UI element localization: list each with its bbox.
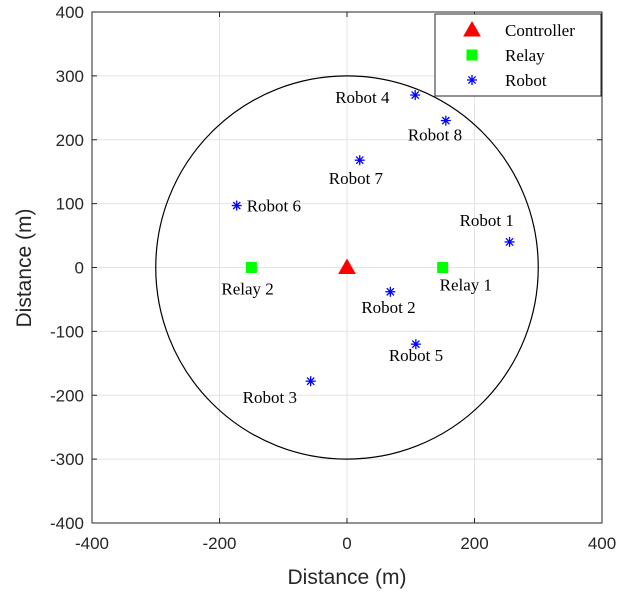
- robot-marker: [385, 286, 396, 297]
- robot-marker-stroke: [386, 287, 395, 296]
- legend-relay-marker: [466, 49, 478, 61]
- point-label: Relay 1: [440, 276, 492, 295]
- y-tick-label: -200: [50, 386, 84, 405]
- x-tick-label: -400: [75, 534, 109, 553]
- relay-marker: [245, 262, 257, 273]
- relay-marker: [437, 262, 449, 273]
- coverage-circle: [155, 75, 539, 460]
- robot-marker-stroke: [411, 340, 420, 349]
- legend-entry-label: Robot: [505, 71, 547, 90]
- robot-marker: [504, 236, 515, 247]
- point-label: Robot 8: [408, 126, 462, 145]
- robot-marker: [354, 155, 365, 166]
- legend-entry-label: Controller: [505, 21, 575, 40]
- point-label: Robot 1: [460, 211, 514, 230]
- robot-marker-stroke: [306, 377, 315, 386]
- robot-marker-stroke: [232, 201, 241, 210]
- robot-marker: [305, 376, 316, 387]
- y-tick-label: 0: [75, 259, 84, 278]
- point-labels: Relay 1 Relay 2 Robot 1 Robot 2 Robot 3 Robot…: [221, 88, 514, 407]
- legend-box: [434, 13, 602, 97]
- point-label: Robot 6: [247, 197, 301, 216]
- y-tick-label: 100: [56, 195, 84, 214]
- x-tick-label: -200: [202, 534, 236, 553]
- x-tick-label: 400: [588, 534, 616, 553]
- x-tick-label: 200: [460, 534, 488, 553]
- robot-marker: [410, 339, 421, 350]
- y-tick-label: -400: [50, 514, 84, 533]
- robot-marker: [410, 90, 421, 101]
- coverage-circle-layer: [155, 75, 539, 460]
- point-label: Robot 7: [329, 169, 384, 188]
- x-tick-label: 0: [342, 534, 351, 553]
- y-tick-label: -300: [50, 450, 84, 469]
- robot-marker-stroke: [505, 237, 514, 247]
- legend-controller-marker: [463, 20, 481, 37]
- controller-marker: [338, 258, 356, 274]
- y-tick-label: 200: [56, 131, 84, 150]
- legend-robot-marker-stroke: [467, 75, 477, 85]
- legend-entry-label: Relay: [505, 46, 545, 65]
- y-tick-label: 400: [56, 3, 84, 22]
- point-label: Robot 3: [243, 388, 297, 407]
- robot-marker-stroke: [355, 156, 364, 165]
- y-tick-label: -100: [50, 322, 84, 341]
- robot-marker: [440, 115, 451, 126]
- axis-ticks: -400 -200 0 200 400 400 300 200 100 0 -100 -200 -300…: [50, 3, 616, 553]
- robot-marker: [231, 200, 242, 211]
- point-label: Robot 5: [389, 346, 443, 365]
- robot-marker-stroke: [411, 90, 420, 100]
- point-label: Relay 2: [221, 280, 273, 299]
- point-label: Robot 2: [361, 298, 415, 317]
- x-axis-title: Distance (m): [287, 566, 406, 589]
- data-marks: [231, 90, 515, 387]
- legend-robot-marker: [467, 75, 477, 85]
- robot-marker-stroke: [441, 116, 450, 125]
- y-tick-label: 300: [56, 67, 84, 86]
- y-axis-title: Distance (m): [13, 208, 36, 327]
- legend: Controller Relay Robot: [434, 13, 602, 97]
- point-label: Robot 4: [335, 88, 390, 107]
